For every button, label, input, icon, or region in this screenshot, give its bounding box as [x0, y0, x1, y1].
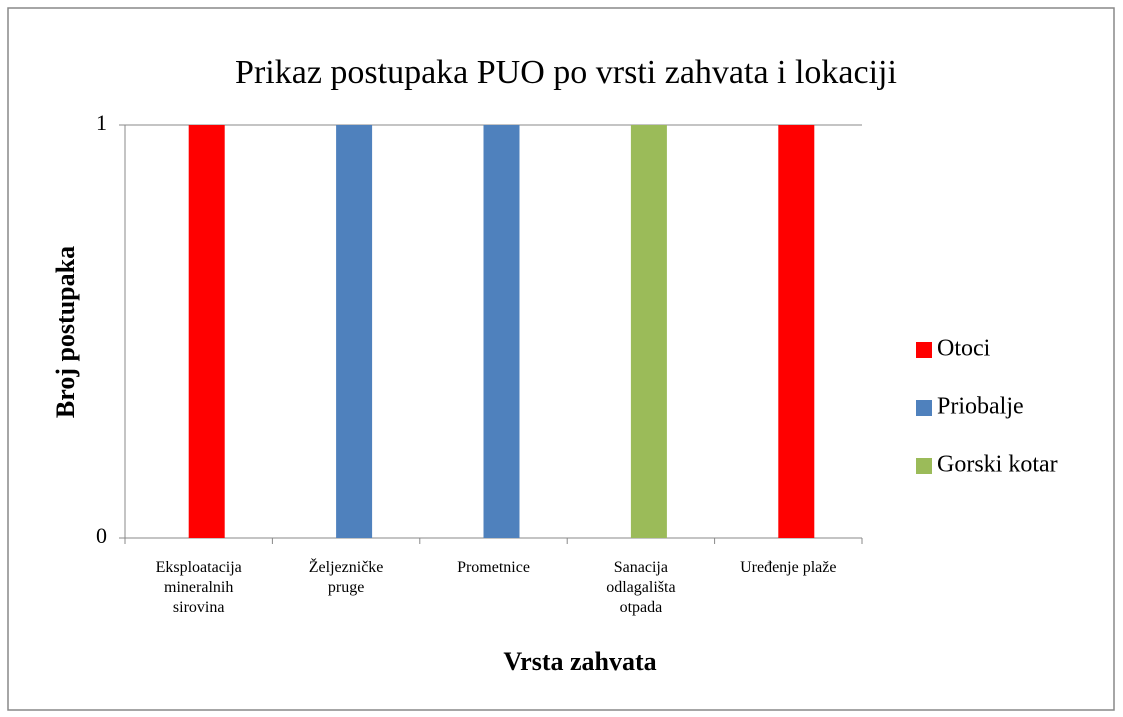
x-tick-label: Sanacija odlagališta otpada: [606, 559, 676, 616]
legend-label: Gorski kotar: [937, 452, 1058, 478]
x-tick-label: Željezničke pruge: [308, 559, 384, 596]
chart-title: Prikaz postupaka PUO po vrsti zahvata i …: [235, 54, 897, 91]
bar: [483, 125, 520, 538]
bar: [630, 125, 667, 538]
x-tick-label: Uređenje plaže: [740, 559, 837, 576]
x-tick-label: Eksploatacija mineralnih sirovina: [155, 559, 242, 616]
legend-label: Otoci: [937, 336, 991, 362]
legend-swatch: [916, 342, 932, 358]
y-axis-title: Broj postupaka: [51, 246, 80, 418]
y-tick-label: 0: [96, 523, 107, 548]
legend-swatch: [916, 458, 932, 474]
legend-swatch: [916, 400, 932, 416]
bar: [778, 125, 815, 538]
bar: [188, 125, 225, 538]
x-tick-label: Prometnice: [457, 559, 530, 576]
legend-label: Priobalje: [937, 394, 1024, 420]
bar: [336, 125, 373, 538]
y-tick-label: 1: [96, 110, 107, 135]
x-axis-title: Vrsta zahvata: [503, 647, 656, 676]
